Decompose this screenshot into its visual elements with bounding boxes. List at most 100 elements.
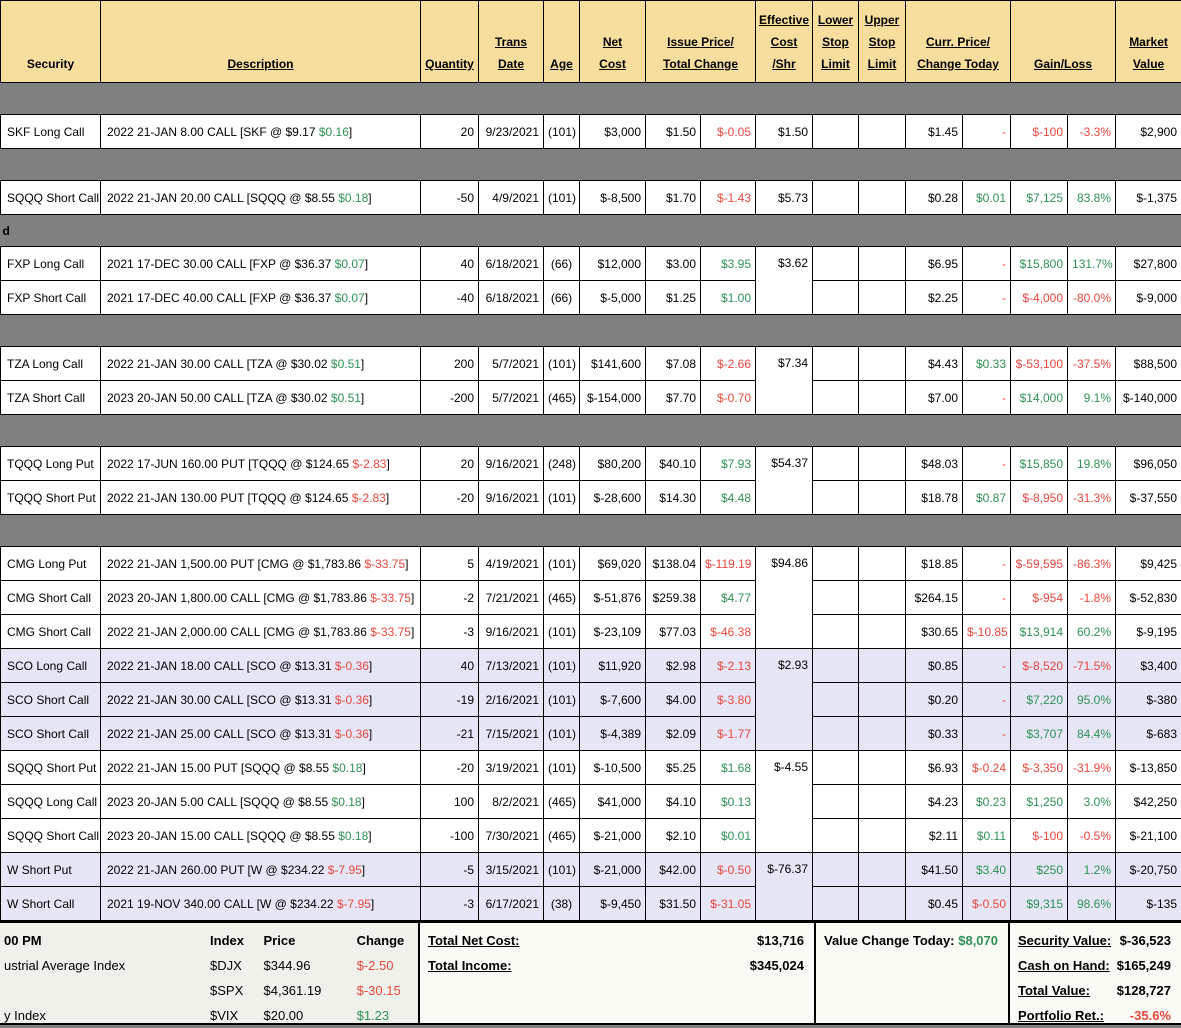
cell-gain-pct: 83.8%	[1068, 181, 1116, 215]
cell-gain-pct: -31.3%	[1068, 481, 1116, 515]
position-row-sco-short-call-30: SCO Short Call 2022 21-JAN 30.00 CALL [S…	[1, 683, 1181, 717]
cell-curr-price: $30.65	[906, 615, 963, 649]
cell-effective-cost: $1.50	[756, 115, 813, 149]
cell-curr-price: $4.23	[906, 785, 963, 819]
description-change: $0.07	[335, 257, 365, 271]
indexes-header-row: 00 PM Index Price Change	[0, 928, 418, 953]
cell-description: 2023 20-JAN 15.00 CALL [SQQQ @ $8.55 $0.…	[101, 819, 421, 853]
cell-curr-price: $48.03	[906, 447, 963, 481]
portfolio-return-row: Portfolio Ret.: -35.6%	[1010, 1003, 1181, 1028]
cell-age: (101)	[544, 115, 580, 149]
cell-upper-stop	[859, 649, 906, 683]
separator-fund-label: d	[1, 215, 1181, 247]
cell-age: (101)	[544, 717, 580, 751]
description-change: $-7.95	[337, 897, 371, 911]
cell-security: W Short Put	[1, 853, 101, 887]
cell-trans-date: 8/2/2021	[479, 785, 544, 819]
cell-market-value: $-20,750	[1116, 853, 1181, 887]
price-col-header: Price	[264, 928, 357, 953]
cell-effective-cost: $2.93	[756, 649, 813, 751]
index-price: $20.00	[264, 1003, 357, 1028]
cell-issue-price: $138.04	[646, 547, 701, 581]
cell-quantity: 20	[421, 115, 479, 149]
cell-curr-price: $0.33	[906, 717, 963, 751]
description-bracket: ]	[369, 693, 372, 707]
cell-market-value: $-9,000	[1116, 281, 1181, 315]
index-symbol: $VIX	[210, 1003, 263, 1028]
cell-effective-cost: $-76.37	[756, 853, 813, 921]
total-income-value: $345,024	[750, 953, 804, 978]
cell-trans-date: 7/21/2021	[479, 581, 544, 615]
cell-trans-date: 3/19/2021	[479, 751, 544, 785]
cell-gain: $-3,350	[1011, 751, 1068, 785]
index-symbol: $SPX	[210, 978, 263, 1003]
col-label: Effective	[758, 9, 810, 31]
cell-upper-stop	[859, 683, 906, 717]
col-label: Date	[481, 53, 541, 75]
col-header-curr-price[interactable]: Curr. Price/Change Today	[906, 1, 1011, 83]
col-header-quantity[interactable]: Quantity	[421, 1, 479, 83]
cell-issue-price: $1.25	[646, 281, 701, 315]
cell-quantity: 200	[421, 347, 479, 381]
cell-security: TZA Short Call	[1, 381, 101, 415]
description-bracket: ]	[362, 761, 365, 775]
cell-quantity: -21	[421, 717, 479, 751]
cell-lower-stop	[813, 853, 859, 887]
cell-security: TQQQ Short Put	[1, 481, 101, 515]
description-text: 2021 19-NOV 340.00 CALL [W @ $234.22	[107, 897, 334, 911]
cell-upper-stop	[859, 547, 906, 581]
cell-curr-price: $4.43	[906, 347, 963, 381]
cell-market-value: $-683	[1116, 717, 1181, 751]
quote-time: 00 PM	[0, 928, 210, 953]
cell-description: 2021 17-DEC 40.00 CALL [FXP @ $36.37 $0.…	[101, 281, 421, 315]
position-row-sco-long-call: SCO Long Call 2022 21-JAN 18.00 CALL [SC…	[1, 649, 1181, 683]
cell-lower-stop	[813, 481, 859, 515]
col-label: Total Change	[648, 53, 753, 75]
cash-on-hand-label: Cash on Hand:	[1018, 953, 1110, 978]
description-change: $-33.75	[364, 557, 405, 571]
total-net-cost-label: Total Net Cost:	[428, 928, 519, 953]
cell-lower-stop	[813, 785, 859, 819]
cell-market-value: $-37,550	[1116, 481, 1181, 515]
separator-cell	[1, 515, 1181, 547]
cell-curr-price: $18.85	[906, 547, 963, 581]
cell-trans-date: 4/9/2021	[479, 181, 544, 215]
cell-security: CMG Short Call	[1, 581, 101, 615]
cell-effective-cost: $7.34	[756, 347, 813, 415]
col-label: Market	[1118, 31, 1179, 53]
col-header-age[interactable]: Age	[544, 1, 580, 83]
cell-total-change: $-0.50	[701, 853, 756, 887]
cell-age: (101)	[544, 547, 580, 581]
separator-cell	[1, 415, 1181, 447]
index-change: $1.23	[357, 1003, 418, 1028]
col-header-gain-loss[interactable]: Gain/Loss	[1011, 1, 1116, 83]
cell-total-change: $-1.77	[701, 717, 756, 751]
cell-issue-price: $7.70	[646, 381, 701, 415]
description-text: 2022 21-JAN 130.00 PUT [TQQQ @ $124.65	[107, 491, 348, 505]
cell-gain: $-4,000	[1011, 281, 1068, 315]
description-bracket: ]	[361, 391, 364, 405]
col-header-issue-price[interactable]: Issue Price/Total Change	[646, 1, 756, 83]
col-header-security[interactable]: Security	[1, 1, 101, 83]
index-label	[0, 978, 210, 1003]
description-change: $-7.95	[328, 863, 362, 877]
index-label: y Index	[0, 1003, 210, 1028]
description-text: 2023 20-JAN 5.00 CALL [SQQQ @ $8.55	[107, 795, 328, 809]
col-header-description[interactable]: Description	[101, 1, 421, 83]
cell-total-change: $-3.80	[701, 683, 756, 717]
cell-net-cost: $3,000	[580, 115, 646, 149]
cell-curr-price: $0.28	[906, 181, 963, 215]
cell-change-today: $0.33	[963, 347, 1011, 381]
cell-gain-pct: 9.1%	[1068, 381, 1116, 415]
cell-market-value: $-52,830	[1116, 581, 1181, 615]
cell-market-value: $-140,000	[1116, 381, 1181, 415]
cell-lower-stop	[813, 581, 859, 615]
cell-market-value: $27,800	[1116, 247, 1181, 281]
description-bracket: ]	[386, 491, 389, 505]
